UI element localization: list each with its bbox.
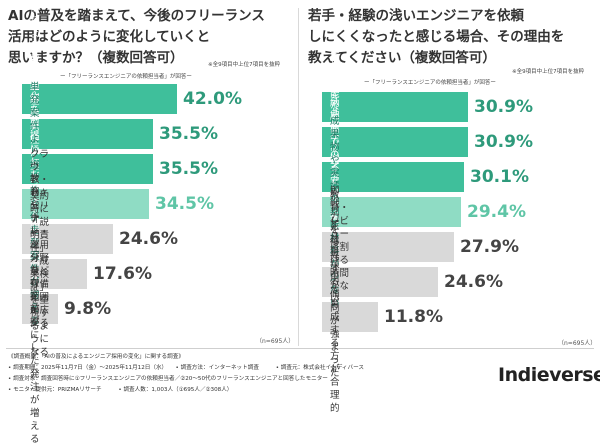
right-respondent-caption: ー「フリーランスエンジニアの依頼担当者」が回答ー [364, 80, 496, 86]
left-bar-value-label: 35.5% [159, 124, 218, 144]
left-question-title: AIの普及を踏まえて、今後のフリーランス 活用はどのように変化していくと 思いま… [8, 8, 265, 66]
left-bar [22, 189, 149, 219]
survey-heading: 《調査概要：「AIの普及によるエンジニア採用の変化」に関する調査》 [8, 354, 184, 360]
left-bar [22, 119, 153, 149]
right-bar [322, 267, 438, 297]
left-note: ※全9項目中上位7項目を抜粋 [208, 62, 281, 68]
left-bar-value-label: 34.5% [155, 194, 214, 214]
right-bar [322, 127, 468, 157]
left-respondent-caption: ー「フリーランスエンジニアの依頼担当者」が回答ー [60, 74, 192, 80]
right-bar-value-label: 11.8% [384, 307, 443, 327]
right-bar [322, 302, 378, 332]
left-bar-value-label: 24.6% [119, 229, 178, 249]
right-bar-value-label: 30.9% [474, 97, 533, 117]
right-bar-value-label: 24.6% [444, 272, 503, 292]
left-bar-value-label: 9.8% [64, 299, 112, 319]
left-bar [22, 224, 113, 254]
left-bar [22, 294, 58, 324]
right-sample-size: （n=695人） [558, 340, 597, 347]
right-bar [322, 92, 468, 122]
survey-period-method: • 調査期間：2025年11月7日（金）～2025年11月12日（水） • 調査… [8, 365, 365, 371]
right-bar [322, 162, 464, 192]
left-bar [22, 154, 153, 184]
right-bar-value-label: 27.9% [460, 237, 519, 257]
footer-divider [6, 348, 594, 349]
left-chart-panel: AIの普及を踏まえて、今後のフリーランス 活用はどのように変化していくと 思いま… [4, 0, 296, 445]
left-bar-value-label: 17.6% [93, 264, 152, 284]
left-bar-value-label: 42.0% [183, 89, 242, 109]
right-chart-panel: 若手・経験の浅いエンジニアを依頼 しにくくなったと感じる場合、その理由を 教えて… [304, 0, 597, 414]
survey-provider-count: • モニター提供元：PRIZMAリサーチ • 調査人数：1,003人（①695人… [8, 387, 233, 393]
left-bar [22, 84, 177, 114]
indieverse-logo: Indieverse [498, 364, 600, 386]
right-bar [322, 197, 461, 227]
right-question-title: 若手・経験の浅いエンジニアを依頼 しにくくなったと感じる場合、その理由を 教えて… [308, 8, 565, 66]
right-bar-value-label: 29.4% [467, 202, 526, 222]
left-bar-category-label: 教育やナレッジ共有を 前提にした発注が増える [30, 174, 40, 445]
right-bar-value-label: 30.9% [474, 132, 533, 152]
panel-divider [298, 8, 299, 346]
left-sample-size: （n=695人） [256, 338, 295, 345]
right-bar-category-label: 正社員採用で育成する方が合理的 [330, 221, 340, 414]
right-bar [322, 232, 454, 262]
left-bar [22, 259, 87, 289]
survey-target: • 調査対象：調査回答時に①フリーランスエンジニアの依頼担当者／②20～50代の… [8, 376, 328, 382]
right-note: ※全9項目中上位7項目を抜粋 [512, 69, 585, 75]
right-bar-value-label: 30.1% [470, 167, 529, 187]
left-bar-value-label: 35.5% [159, 159, 218, 179]
